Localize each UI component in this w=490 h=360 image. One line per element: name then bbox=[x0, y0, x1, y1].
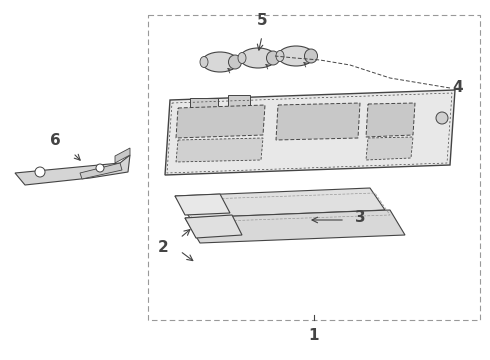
Text: 6: 6 bbox=[49, 133, 60, 148]
Polygon shape bbox=[175, 194, 230, 215]
Polygon shape bbox=[185, 210, 405, 243]
Polygon shape bbox=[115, 148, 130, 163]
Text: 2: 2 bbox=[157, 240, 168, 256]
Polygon shape bbox=[176, 138, 263, 162]
Ellipse shape bbox=[200, 57, 208, 68]
Polygon shape bbox=[175, 188, 385, 218]
Ellipse shape bbox=[276, 50, 284, 62]
Ellipse shape bbox=[228, 55, 242, 69]
Polygon shape bbox=[165, 90, 455, 175]
Polygon shape bbox=[366, 137, 413, 160]
Polygon shape bbox=[366, 103, 415, 137]
Bar bbox=[228, 95, 250, 107]
Circle shape bbox=[35, 167, 45, 177]
Ellipse shape bbox=[267, 51, 279, 65]
Circle shape bbox=[96, 164, 104, 172]
Circle shape bbox=[436, 112, 448, 124]
Text: 4: 4 bbox=[452, 81, 463, 95]
Polygon shape bbox=[185, 215, 242, 238]
Polygon shape bbox=[80, 163, 122, 179]
Ellipse shape bbox=[202, 52, 238, 72]
Text: 3: 3 bbox=[355, 211, 366, 225]
Text: 1: 1 bbox=[309, 328, 319, 343]
Bar bbox=[148, 15, 480, 320]
Ellipse shape bbox=[304, 49, 318, 63]
Ellipse shape bbox=[238, 53, 246, 63]
Polygon shape bbox=[15, 155, 130, 185]
Ellipse shape bbox=[240, 48, 276, 68]
Polygon shape bbox=[276, 103, 360, 140]
Polygon shape bbox=[176, 105, 265, 138]
Bar bbox=[190, 98, 218, 112]
Ellipse shape bbox=[278, 46, 314, 66]
Text: 5: 5 bbox=[257, 13, 268, 28]
